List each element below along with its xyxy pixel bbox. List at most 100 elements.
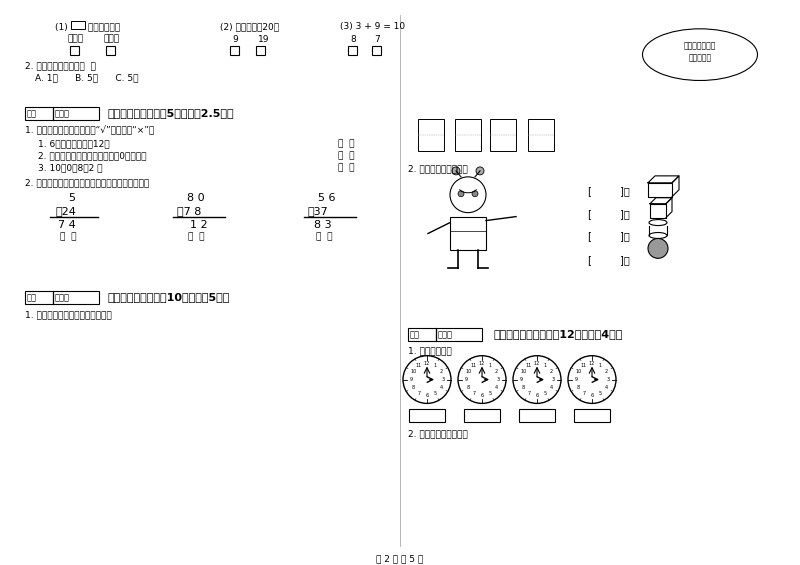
Bar xyxy=(490,119,516,151)
Text: 12: 12 xyxy=(424,361,430,366)
Bar xyxy=(650,204,666,218)
Text: 长方体: 长方体 xyxy=(68,35,84,44)
Text: ＋24: ＋24 xyxy=(55,206,76,216)
Bar xyxy=(418,119,444,151)
Text: 7: 7 xyxy=(418,391,421,396)
Text: 七、看图说话（本题內12分，每题4分）: 七、看图说话（本题內12分，每题4分） xyxy=(493,329,622,339)
Bar xyxy=(71,21,85,29)
Text: 1 2: 1 2 xyxy=(190,220,208,229)
Text: 7: 7 xyxy=(582,391,586,396)
Circle shape xyxy=(476,167,484,175)
Text: 12: 12 xyxy=(589,361,595,366)
Text: 9: 9 xyxy=(519,377,522,382)
Text: 5 6: 5 6 xyxy=(318,193,335,203)
Text: －7 8: －7 8 xyxy=(177,206,202,216)
Text: 10: 10 xyxy=(410,369,416,374)
Text: 3. 10－0＋8＝2 。: 3. 10－0＋8＝2 。 xyxy=(38,163,102,172)
Text: 1: 1 xyxy=(434,363,437,368)
Text: 1. 看图填数，数一数有多少条鱼。: 1. 看图填数，数一数有多少条鱼。 xyxy=(25,310,112,319)
Text: (1)       是什么形状？: (1) 是什么形状？ xyxy=(55,22,120,31)
Text: 2. 最小的人民币值是（  ）: 2. 最小的人民币值是（ ） xyxy=(25,62,96,71)
Text: A. 1分      B. 5分      C. 5角: A. 1分 B. 5分 C. 5角 xyxy=(35,73,138,82)
Text: 2: 2 xyxy=(494,369,498,374)
Text: 1. 下面的说法对吗，对的打“√”，错的打“×”。: 1. 下面的说法对吗，对的打“√”，错的打“×”。 xyxy=(25,126,154,136)
Text: 4: 4 xyxy=(550,385,553,390)
Text: 3: 3 xyxy=(551,377,554,382)
Text: [         ]个: [ ]个 xyxy=(588,208,630,219)
Text: 得分: 得分 xyxy=(27,293,37,302)
Text: 1: 1 xyxy=(489,363,491,368)
Text: （  ）: （ ） xyxy=(338,163,354,172)
Text: 8 0: 8 0 xyxy=(187,193,205,203)
Bar xyxy=(455,119,481,151)
Text: 1: 1 xyxy=(598,363,602,368)
Text: 9: 9 xyxy=(232,35,238,44)
Bar xyxy=(519,410,555,422)
Text: 7 4: 7 4 xyxy=(58,220,76,229)
Text: 4: 4 xyxy=(439,385,442,390)
Text: 正方体: 正方体 xyxy=(104,35,120,44)
Bar xyxy=(436,328,482,341)
Bar xyxy=(53,107,99,120)
Text: 5: 5 xyxy=(598,391,602,396)
Text: 五、对与错（本题共5分，每题2.5分）: 五、对与错（本题共5分，每题2.5分） xyxy=(108,108,234,118)
Text: [         ]个: [ ]个 xyxy=(588,186,630,196)
Circle shape xyxy=(452,167,460,175)
Text: 六、数一数（本题內10分，每题5分）: 六、数一数（本题內10分，每题5分） xyxy=(108,292,230,302)
Bar xyxy=(528,119,554,151)
Text: 4: 4 xyxy=(494,385,498,390)
Circle shape xyxy=(472,191,478,197)
Text: 1. 看钟面填数。: 1. 看钟面填数。 xyxy=(408,347,452,356)
Ellipse shape xyxy=(642,29,758,80)
Text: 1. 6时整，分针指冇12。: 1. 6时整，分针指冇12。 xyxy=(38,139,110,148)
Circle shape xyxy=(513,356,561,403)
Text: ＋37: ＋37 xyxy=(308,206,329,216)
Text: 8: 8 xyxy=(411,385,414,390)
Text: 1: 1 xyxy=(543,363,546,368)
Text: 8: 8 xyxy=(577,385,580,390)
Text: 8: 8 xyxy=(522,385,525,390)
Text: 2. 盘里一个苹果也没有，可以用0来表示。: 2. 盘里一个苹果也没有，可以用0来表示。 xyxy=(38,151,146,160)
Bar xyxy=(25,291,53,304)
Text: (2) 谁比积接近20？: (2) 谁比积接近20？ xyxy=(220,22,279,31)
Bar xyxy=(70,46,79,55)
Ellipse shape xyxy=(649,233,667,238)
Circle shape xyxy=(568,356,616,403)
Text: 第 2 页 共 5 页: 第 2 页 共 5 页 xyxy=(376,554,424,563)
Bar xyxy=(574,410,610,422)
Text: 11: 11 xyxy=(471,363,477,368)
Bar xyxy=(230,46,239,55)
Text: 2: 2 xyxy=(604,369,607,374)
Text: 5: 5 xyxy=(68,193,75,203)
Text: 6: 6 xyxy=(426,393,429,398)
Text: （  ）: （ ） xyxy=(60,233,77,241)
Text: 7: 7 xyxy=(473,391,475,396)
Bar xyxy=(256,46,265,55)
Circle shape xyxy=(403,356,451,403)
Text: 9: 9 xyxy=(574,377,578,382)
Text: 8: 8 xyxy=(350,35,356,44)
Text: 哎！一条鱼也没: 哎！一条鱼也没 xyxy=(684,42,716,51)
Circle shape xyxy=(450,177,486,212)
Text: 10: 10 xyxy=(465,369,471,374)
Text: 3: 3 xyxy=(442,377,445,382)
Text: 2. 写出钟面上的时刻。: 2. 写出钟面上的时刻。 xyxy=(408,429,468,438)
Text: 6: 6 xyxy=(590,393,594,398)
Text: 12: 12 xyxy=(479,361,485,366)
Text: 19: 19 xyxy=(258,35,270,44)
Text: 9: 9 xyxy=(465,377,467,382)
Bar xyxy=(25,107,53,120)
Circle shape xyxy=(458,356,506,403)
Bar xyxy=(450,216,486,250)
Text: 5: 5 xyxy=(489,391,491,396)
Text: 6: 6 xyxy=(481,393,483,398)
Text: 7: 7 xyxy=(374,35,380,44)
Text: (3) 3 + 9 = 10: (3) 3 + 9 = 10 xyxy=(340,22,405,31)
Ellipse shape xyxy=(649,220,667,225)
Text: 5: 5 xyxy=(434,391,437,396)
Text: 2. 病题门诊（先判断对错，并将错的改正过来）。: 2. 病题门诊（先判断对错，并将错的改正过来）。 xyxy=(25,178,150,187)
Text: [         ]个: [ ]个 xyxy=(588,255,630,266)
Text: （  ）: （ ） xyxy=(338,151,354,160)
Bar xyxy=(106,46,115,55)
Text: 得分: 得分 xyxy=(27,109,37,118)
